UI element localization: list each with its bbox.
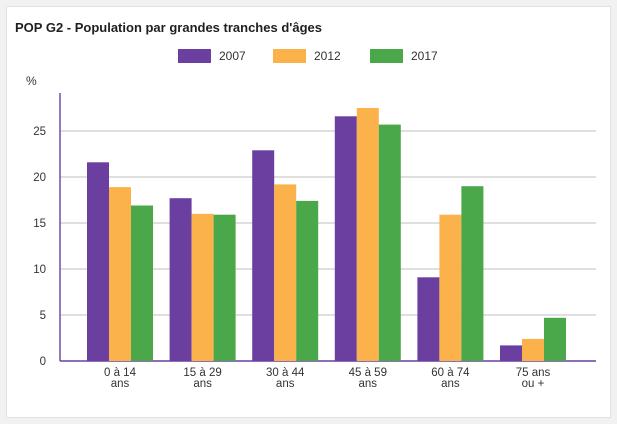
bar-2017-cat-5 [461,186,484,361]
bar-2007-cat-5 [417,277,440,361]
y-tick-label-0: 0 [40,356,46,368]
bar-2012-cat-5 [439,214,462,361]
y-axis-unit-label: % [26,74,37,88]
y-tick-label-20: 20 [33,172,46,184]
bar-2017-cat-3 [296,200,319,361]
bar-2017-cat-1 [131,205,153,361]
bar-2007-cat-1 [87,162,109,361]
x-tick-label-6-line-1: 75 ans [516,367,551,379]
bar-2012-cat-1 [109,187,131,361]
bar-2017-cat-2 [213,214,236,361]
legend-swatch-series-1 [178,49,211,63]
x-tick-label-3-line-1: 30 à 44 [266,367,305,379]
x-tick-label-5-line-1: 60 à 74 [431,367,470,379]
bar-2012-cat-3 [274,184,297,361]
bar-2007-cat-2 [169,198,192,361]
y-tick-label-15: 15 [33,218,46,230]
chart-title: POP G2 - Population par grandes tranches… [15,20,322,35]
bar-2017-cat-4 [378,124,401,361]
bar-2012-cat-6 [522,338,544,361]
bar-2007-cat-4 [334,116,357,361]
x-tick-label-4-line-2: ans [359,378,378,390]
x-tick-label-5-line-2: ans [441,378,460,390]
x-tick-label-6-line-2: ou + [522,378,545,390]
legend-label-series-2: 2012 [314,49,341,63]
legend-label-series-1: 2007 [219,49,246,63]
y-tick-label-5: 5 [40,310,46,322]
bar-2007-cat-3 [252,150,275,361]
y-tick-label-25: 25 [33,126,46,138]
legend-swatch-series-2 [273,49,306,63]
legend-label-series-3: 2017 [411,49,438,63]
x-tick-label-3-line-2: ans [276,378,295,390]
x-tick-label-1-line-1: 0 à 14 [104,367,137,379]
bar-2017-cat-6 [544,317,566,361]
x-tick-label-4-line-1: 45 à 59 [349,367,387,379]
y-tick-label-10: 10 [33,264,46,276]
x-tick-label-1-line-2: ans [111,378,130,390]
legend-swatch-series-3 [370,49,403,63]
bar-2007-cat-6 [500,345,522,361]
bar-2012-cat-2 [191,213,214,361]
x-tick-label-2-line-2: ans [193,378,212,390]
x-tick-label-2-line-1: 15 à 29 [183,367,221,379]
bar-2012-cat-4 [356,108,379,361]
